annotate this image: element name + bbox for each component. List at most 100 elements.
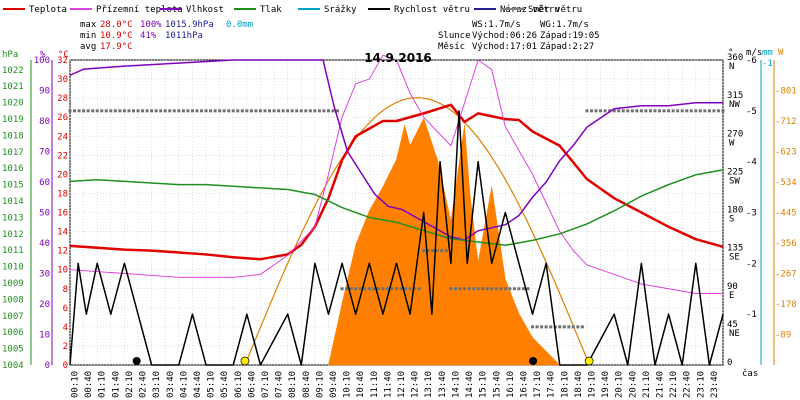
wind-direction-mark bbox=[95, 109, 99, 113]
wind-direction-mark bbox=[299, 109, 303, 113]
wind-direction-mark bbox=[558, 325, 562, 329]
hpa-tick-label: 1005 bbox=[2, 345, 24, 355]
dir-tick-name: W bbox=[729, 138, 735, 148]
stats-min-hum: 41% bbox=[140, 31, 157, 41]
x-tick-label: 01:10 bbox=[98, 371, 108, 398]
x-tick-label: 04:10 bbox=[179, 371, 189, 398]
wind-direction-mark bbox=[662, 109, 666, 113]
wind-direction-mark bbox=[263, 109, 267, 113]
wind-direction-mark bbox=[499, 287, 503, 291]
temp-tick-label: 22 bbox=[57, 151, 68, 161]
hpa-tick-label: 1007 bbox=[2, 312, 24, 322]
x-tick-label: 03:10 bbox=[152, 371, 162, 398]
wm2-tick-label: -534 bbox=[775, 178, 797, 188]
wind-direction-mark bbox=[336, 109, 340, 113]
temp-tick-label: 8 bbox=[63, 285, 68, 295]
wind-direction-mark bbox=[594, 109, 598, 113]
legend-label: Vlhkost bbox=[186, 5, 224, 15]
dir-tick-degree: 0 bbox=[727, 358, 732, 368]
wind-direction-mark bbox=[603, 109, 607, 113]
x-tick-label: 08:40 bbox=[302, 371, 312, 398]
info-block: WS:1.7m/s WG:1.7m/s Slunce Východ:06:26 Zápa… bbox=[438, 20, 600, 52]
ms-tick-label: -6 bbox=[746, 56, 757, 66]
dir-tick-name: S bbox=[729, 215, 734, 225]
wind-direction-mark bbox=[349, 287, 353, 291]
wind-direction-mark bbox=[422, 249, 426, 253]
x-tick-label: 14:40 bbox=[465, 371, 475, 398]
info-ws: WS:1.7m/s bbox=[472, 20, 521, 30]
wind-direction-mark bbox=[540, 325, 544, 329]
chart-title: 14.9.2016 bbox=[364, 51, 432, 65]
wind-direction-mark bbox=[481, 287, 485, 291]
x-tick-label: 15:10 bbox=[479, 371, 489, 398]
hpa-axis-unit: hPa bbox=[2, 50, 18, 60]
legend-label: Náraz větru bbox=[500, 5, 560, 15]
stats-max-rain: 0.0mm bbox=[226, 20, 253, 30]
wind-direction-mark bbox=[331, 109, 335, 113]
x-tick-label: 17:40 bbox=[547, 371, 557, 398]
legend: Teplota Přízemní teplota Vlhkost Tlak Srážky… bbox=[3, 5, 582, 15]
wind-direction-mark bbox=[444, 249, 448, 253]
wind-direction-mark bbox=[608, 109, 612, 113]
pct-tick-label: 90 bbox=[39, 87, 50, 97]
wind-direction-mark bbox=[685, 109, 689, 113]
x-tick-label: 19:10 bbox=[587, 371, 597, 398]
x-tick-label: 09:10 bbox=[315, 371, 325, 398]
info-sunset: Západ:19:05 bbox=[540, 31, 600, 41]
wind-direction-mark bbox=[172, 109, 176, 113]
x-axis-label: čas bbox=[742, 368, 758, 379]
x-tick-label: 03:40 bbox=[166, 371, 176, 398]
hpa-tick-label: 1011 bbox=[2, 246, 24, 256]
wind-direction-mark bbox=[131, 109, 135, 113]
axes: hPa% °C1004100510061007100810091010101110… bbox=[2, 48, 797, 398]
pct-tick-label: 70 bbox=[39, 148, 50, 158]
dir-tick-name: SE bbox=[729, 253, 740, 263]
temp-tick-label: 0 bbox=[63, 361, 68, 371]
wind-direction-mark bbox=[635, 109, 639, 113]
wind-direction-mark bbox=[258, 109, 262, 113]
dir-tick-name: SW bbox=[729, 176, 740, 186]
x-tick-label: 05:10 bbox=[207, 371, 217, 398]
pct-tick-label: 100 bbox=[34, 56, 50, 66]
wind-direction-mark bbox=[549, 325, 553, 329]
hpa-tick-label: 1020 bbox=[2, 99, 24, 109]
wind-direction-mark bbox=[485, 287, 489, 291]
wind-direction-mark bbox=[190, 109, 194, 113]
wind-direction-mark bbox=[286, 109, 290, 113]
temp-tick-label: 2 bbox=[63, 342, 68, 352]
temp-tick-label: 16 bbox=[57, 209, 68, 219]
ms-tick-label: -4 bbox=[746, 158, 757, 168]
x-tick-label: 18:40 bbox=[574, 371, 584, 398]
temp-tick-label: 4 bbox=[63, 323, 68, 333]
wind-direction-mark bbox=[340, 287, 344, 291]
wind-direction-mark bbox=[268, 109, 272, 113]
wind-direction-mark bbox=[599, 109, 603, 113]
series-line-Přízemní teplota bbox=[69, 54, 723, 295]
wind-direction-mark bbox=[431, 249, 435, 253]
wind-direction-mark bbox=[240, 109, 244, 113]
wind-direction-mark bbox=[467, 287, 471, 291]
wind-direction-mark bbox=[154, 109, 158, 113]
pct-tick-label: 10 bbox=[39, 331, 50, 341]
hpa-tick-label: 1018 bbox=[2, 131, 24, 141]
info-moon-label: Měsíc bbox=[438, 42, 465, 52]
temp-tick-label: 14 bbox=[57, 228, 68, 238]
wind-direction-mark bbox=[118, 109, 122, 113]
wind-direction-mark bbox=[109, 109, 113, 113]
temp-tick-label: 18 bbox=[57, 189, 68, 199]
temp-tick-label: 28 bbox=[57, 94, 68, 104]
wind-direction-mark bbox=[621, 109, 625, 113]
wind-direction-mark bbox=[535, 325, 539, 329]
x-tick-label: 06:10 bbox=[234, 371, 244, 398]
x-tick-label: 11:10 bbox=[370, 371, 380, 398]
wind-direction-mark bbox=[639, 109, 643, 113]
wind-direction-mark bbox=[399, 287, 403, 291]
wind-direction-mark bbox=[104, 109, 108, 113]
wind-direction-mark bbox=[517, 287, 521, 291]
wm2-tick-label: -445 bbox=[775, 209, 797, 219]
wind-direction-mark bbox=[426, 249, 430, 253]
wind-direction-mark bbox=[585, 109, 589, 113]
dir-tick-degree: 45 bbox=[727, 320, 738, 330]
wind-direction-mark bbox=[385, 287, 389, 291]
